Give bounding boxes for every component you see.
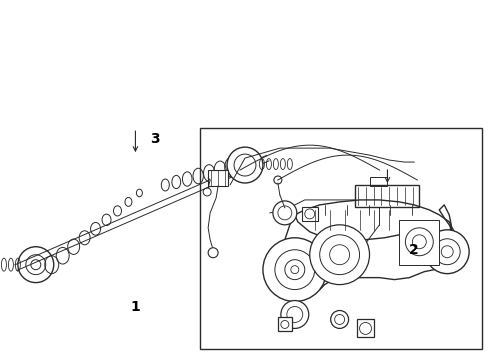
Text: 1: 1 [130,300,140,314]
Circle shape [425,230,469,274]
Bar [278,318,292,332]
Bar [355,185,419,207]
Bar [208,170,228,186]
Bar [369,177,388,186]
Bar [302,207,318,221]
Circle shape [331,310,348,328]
Circle shape [273,201,297,225]
Text: 2: 2 [409,243,418,257]
Circle shape [310,225,369,285]
Bar [399,220,439,265]
Circle shape [263,238,327,302]
Bar [357,319,374,337]
Circle shape [227,147,263,183]
Text: 3: 3 [150,132,160,146]
Circle shape [208,248,218,258]
Circle shape [281,301,309,328]
Bar [200,128,482,349]
